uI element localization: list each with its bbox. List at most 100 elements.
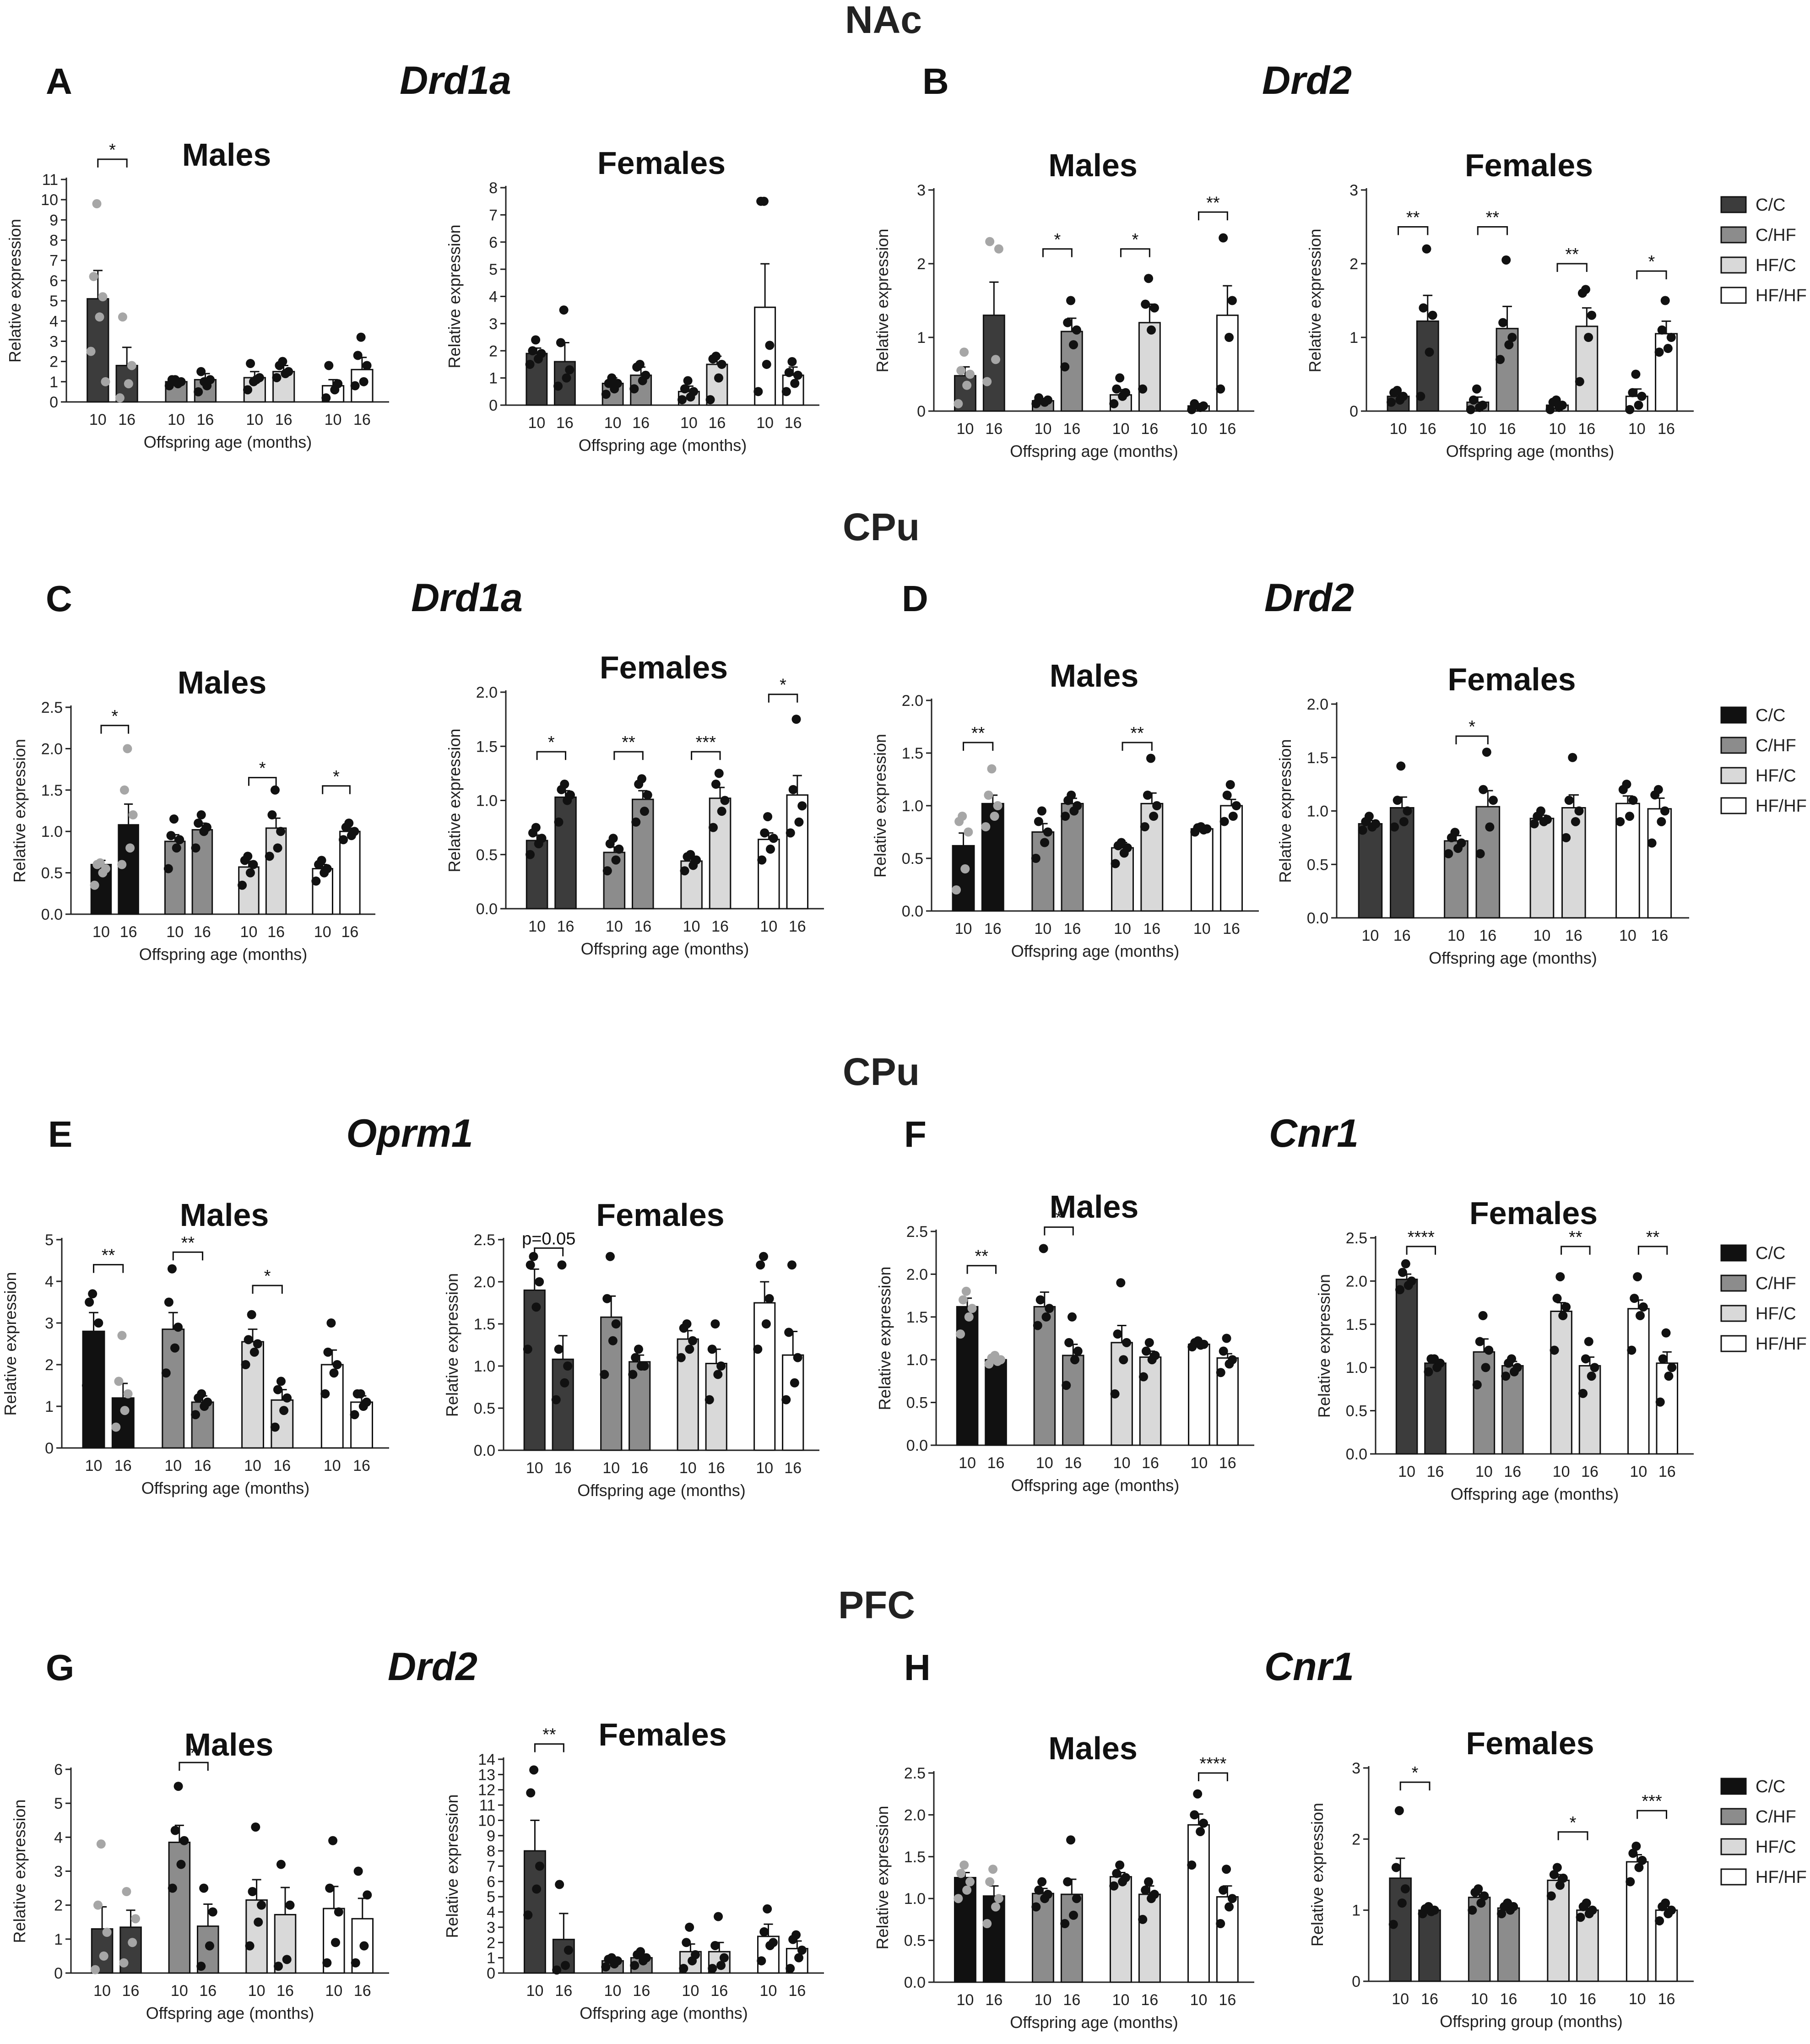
data-point bbox=[270, 785, 280, 795]
y-tick-label: 2 bbox=[54, 1897, 63, 1914]
data-point bbox=[639, 1361, 649, 1371]
data-point bbox=[166, 831, 176, 840]
y-tick-label: 0 bbox=[917, 403, 926, 420]
significance-bracket bbox=[172, 1251, 204, 1261]
chart-e-m: Males 0 1 2 3 4 5 Relative expression 10 16 10 16 10… bbox=[1, 1197, 389, 1497]
data-point bbox=[526, 1788, 536, 1798]
data-point bbox=[984, 791, 993, 800]
data-point bbox=[356, 332, 366, 342]
data-point bbox=[528, 346, 537, 356]
data-point bbox=[985, 237, 995, 246]
y-tick-label: 2.5 bbox=[906, 1223, 928, 1241]
x-tick-label: 10 bbox=[1112, 420, 1130, 438]
data-point bbox=[1403, 806, 1412, 816]
y-tick-label: 6 bbox=[489, 234, 498, 251]
data-point bbox=[99, 1951, 108, 1961]
data-point bbox=[1581, 1354, 1590, 1364]
y-tick-label: 3 bbox=[487, 1919, 495, 1936]
data-point bbox=[1390, 822, 1399, 832]
data-point bbox=[1219, 817, 1229, 826]
y-tick-label: 7 bbox=[489, 206, 498, 224]
data-point bbox=[1072, 1894, 1081, 1903]
data-point bbox=[765, 341, 775, 350]
chart-g-m: Males 0 1 2 3 4 5 6 Relative expression 10 16 10 16 1… bbox=[10, 1727, 389, 2022]
bar-hf-c-16 bbox=[1576, 1909, 1599, 1982]
data-point bbox=[1507, 333, 1517, 342]
data-point bbox=[641, 1953, 651, 1963]
chart-title: Males bbox=[182, 137, 271, 173]
bar-hf-hf-16 bbox=[786, 794, 809, 910]
data-point bbox=[115, 393, 125, 403]
data-point bbox=[797, 801, 807, 811]
data-point bbox=[191, 1410, 201, 1420]
data-point bbox=[85, 1297, 94, 1307]
y-axis-label: Relative expression bbox=[871, 734, 889, 878]
x-tick-label: 16 bbox=[1479, 927, 1496, 944]
data-point bbox=[714, 373, 723, 383]
data-point bbox=[757, 1956, 766, 1966]
legend-swatch-c-c bbox=[1720, 1244, 1747, 1262]
legend-3: C/C C/HF HF/C HF/HF bbox=[1720, 1244, 1807, 1354]
data-point bbox=[1635, 1311, 1645, 1320]
legend-label-c-c: C/C bbox=[1756, 706, 1785, 725]
x-tick-label: 10 bbox=[1390, 420, 1407, 438]
data-point bbox=[1388, 1919, 1398, 1929]
significance-bracket bbox=[252, 1285, 283, 1294]
data-point bbox=[118, 312, 127, 322]
data-point bbox=[1430, 1354, 1439, 1364]
data-point bbox=[682, 1319, 692, 1328]
data-point bbox=[170, 1826, 180, 1835]
y-tick-label: 1 bbox=[1352, 1902, 1360, 1919]
y-tick-label: 1.0 bbox=[904, 1890, 926, 1908]
data-point bbox=[1631, 369, 1641, 379]
data-point bbox=[1444, 849, 1453, 858]
bar-hf-c-10 bbox=[1529, 818, 1555, 919]
data-point bbox=[601, 390, 611, 399]
y-tick-label: 2 bbox=[917, 255, 926, 273]
x-tick-label: 10 bbox=[246, 411, 263, 428]
data-point bbox=[959, 1860, 969, 1870]
bar-c-c-10 bbox=[1358, 823, 1383, 919]
legend-swatch-hf-hf bbox=[1720, 1335, 1747, 1352]
data-point bbox=[757, 855, 767, 865]
data-point bbox=[326, 1318, 336, 1328]
data-point bbox=[611, 1319, 621, 1328]
panel-letter-a: A bbox=[46, 61, 72, 102]
data-point bbox=[631, 817, 641, 827]
data-point bbox=[1041, 1312, 1051, 1322]
y-tick-label: 0.0 bbox=[1346, 1446, 1367, 1463]
data-point bbox=[555, 1880, 564, 1889]
data-point bbox=[760, 828, 770, 838]
section-title-pfc: PFC bbox=[838, 1583, 915, 1627]
data-point bbox=[991, 1902, 1001, 1912]
data-point bbox=[91, 1339, 100, 1349]
data-point bbox=[1587, 1372, 1596, 1381]
x-tick-label: 10 bbox=[1036, 1454, 1053, 1472]
data-point bbox=[790, 1378, 799, 1388]
x-tick-label: 16 bbox=[789, 918, 806, 935]
data-point bbox=[176, 1860, 186, 1869]
significance-bracket bbox=[1637, 1246, 1668, 1255]
x-tick-label: 10 bbox=[1113, 1454, 1131, 1472]
data-point bbox=[1064, 1338, 1074, 1347]
y-tick-label: 9 bbox=[487, 1827, 495, 1845]
data-point bbox=[1653, 785, 1663, 794]
x-tick-label: 16 bbox=[1658, 1990, 1675, 2008]
data-point bbox=[635, 359, 645, 369]
data-point bbox=[562, 373, 571, 383]
legend-label-c-hf: C/HF bbox=[1756, 736, 1796, 755]
legend-label-hf-hf: HF/HF bbox=[1756, 797, 1807, 816]
chart-title: Females bbox=[596, 1197, 724, 1233]
y-tick-label: 1.5 bbox=[904, 1849, 926, 1866]
y-tick-label: 0 bbox=[487, 1965, 495, 1982]
y-tick-label: 0.5 bbox=[1346, 1403, 1367, 1420]
chart-title: Females bbox=[1466, 1725, 1594, 1761]
data-point bbox=[96, 1839, 106, 1849]
data-point bbox=[1590, 1363, 1599, 1372]
gene-title-e: Oprm1 bbox=[346, 1111, 473, 1155]
data-point bbox=[677, 395, 687, 405]
significance-label: ** bbox=[622, 733, 635, 752]
x-tick-label: 16 bbox=[1219, 1454, 1236, 1472]
x-tick-label: 16 bbox=[1579, 1990, 1596, 2008]
data-point bbox=[1109, 1881, 1119, 1891]
